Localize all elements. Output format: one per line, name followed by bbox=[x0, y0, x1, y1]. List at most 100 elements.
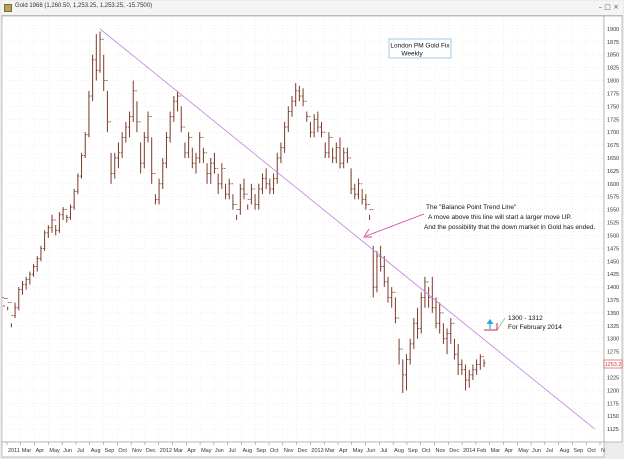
ohlc-bar bbox=[231, 183, 235, 210]
y-tick-label: 1125 bbox=[607, 427, 619, 433]
ohlc-bar bbox=[419, 292, 423, 334]
ohlc-bar bbox=[264, 168, 268, 189]
ohlc-bar bbox=[404, 354, 408, 391]
ohlc-bar bbox=[423, 276, 427, 308]
y-tick-label: 1700 bbox=[607, 130, 619, 136]
ohlc-bar bbox=[68, 204, 72, 220]
ohlc-bar bbox=[342, 147, 346, 169]
ohlc-bar bbox=[356, 178, 360, 200]
ohlc-bar bbox=[382, 256, 386, 288]
ohlc-bar bbox=[43, 230, 47, 251]
ohlc-bar bbox=[349, 157, 353, 195]
x-tick-label: Dec bbox=[298, 448, 308, 454]
ohlc-bar bbox=[427, 281, 431, 308]
ohlc-bar bbox=[2, 297, 6, 307]
ohlc-bar bbox=[478, 354, 482, 370]
ohlc-bar bbox=[449, 318, 453, 344]
ohlc-bar bbox=[475, 359, 479, 375]
ohlc-bar bbox=[467, 369, 471, 388]
pointer-arrow-head bbox=[363, 228, 372, 238]
x-tick-label: 2013 bbox=[311, 448, 323, 454]
ohlc-bar bbox=[39, 245, 43, 262]
y-tick-label: 1900 bbox=[607, 27, 619, 33]
ohlc-bar bbox=[139, 121, 143, 174]
ohlc-bar bbox=[294, 83, 298, 107]
x-tick-label: Oct bbox=[270, 448, 279, 454]
x-tick-label: Sep bbox=[105, 448, 115, 454]
y-tick-label: 1325 bbox=[607, 324, 619, 330]
ohlc-bar bbox=[190, 136, 194, 169]
x-tick-label: Mar bbox=[325, 448, 335, 454]
x-tick-label: Feb bbox=[477, 448, 486, 454]
ohlc-bar bbox=[54, 219, 58, 236]
time-axis bbox=[1, 441, 605, 458]
y-tick-label: 1175 bbox=[607, 401, 619, 407]
ohlc-bar bbox=[131, 80, 135, 122]
ohlc-bar bbox=[286, 106, 290, 133]
ohlc-bar bbox=[279, 142, 283, 164]
ohlc-bar bbox=[216, 167, 220, 195]
ohlc-bar bbox=[386, 276, 390, 303]
x-tick-label: Nov bbox=[436, 448, 446, 454]
ohlc-bar bbox=[80, 152, 84, 179]
balance-annotation-line2: And the possibility that the down market… bbox=[424, 224, 595, 231]
x-tick-label: Jun bbox=[63, 448, 72, 454]
ohlc-bar bbox=[327, 132, 331, 158]
ohlc-bar bbox=[460, 359, 464, 375]
x-tick-label: Oct bbox=[118, 448, 127, 454]
x-tick-label: Mar bbox=[173, 448, 183, 454]
ohlc-bar bbox=[482, 356, 486, 368]
last-price-badge bbox=[603, 359, 623, 369]
y-tick-label: 1600 bbox=[607, 182, 619, 188]
ohlc-bar bbox=[320, 121, 324, 138]
ohlc-bar bbox=[316, 111, 320, 133]
ohlc-bar bbox=[65, 209, 69, 223]
ohlc-bars bbox=[2, 31, 486, 393]
x-tick-label: May bbox=[49, 448, 60, 454]
ohlc-bar bbox=[135, 90, 139, 133]
ohlc-bar bbox=[20, 280, 24, 295]
ohlc-bar bbox=[46, 225, 50, 239]
ohlc-bar bbox=[9, 302, 13, 328]
ohlc-bar bbox=[257, 183, 261, 210]
x-tick-label: Apr bbox=[187, 448, 196, 454]
ohlc-bar bbox=[253, 188, 257, 210]
ohlc-bar bbox=[445, 328, 449, 355]
ohlc-bar bbox=[334, 142, 338, 164]
x-tick-label: May bbox=[518, 448, 529, 454]
ohlc-bar bbox=[235, 204, 239, 220]
x-tick-label: Aug bbox=[394, 448, 404, 454]
y-tick-label: 1150 bbox=[607, 414, 619, 420]
x-tick-label: Apr bbox=[339, 448, 348, 454]
x-tick-label: Nov bbox=[132, 448, 142, 454]
ohlc-bar bbox=[412, 318, 416, 350]
ohlc-bar bbox=[260, 173, 264, 195]
ohlc-bar bbox=[438, 302, 442, 334]
ohlc-bar bbox=[61, 207, 65, 220]
ohlc-bar bbox=[242, 178, 246, 200]
ohlc-bar bbox=[168, 111, 172, 143]
ohlc-bar bbox=[364, 194, 368, 210]
title-box bbox=[388, 38, 452, 59]
ohlc-bar bbox=[371, 209, 375, 298]
ohlc-bar bbox=[272, 173, 276, 195]
ohlc-bar bbox=[116, 142, 120, 169]
x-tick-label: Oct bbox=[587, 448, 596, 454]
y-tick-label: 1625 bbox=[607, 169, 619, 175]
ohlc-bar bbox=[360, 183, 364, 205]
window-controls[interactable]: – □ × bbox=[598, 3, 619, 11]
y-tick-labels: 1125115011751200122512501275130013251350… bbox=[607, 27, 619, 433]
y-tick-label: 1650 bbox=[607, 156, 619, 162]
y-tick-label: 1725 bbox=[607, 117, 619, 123]
pointer-arrow-line bbox=[365, 213, 425, 237]
y-tick-label: 1825 bbox=[607, 66, 619, 72]
y-tick-label: 1800 bbox=[607, 79, 619, 85]
x-tick-label: Mar bbox=[22, 448, 32, 454]
y-tick-label: 1275 bbox=[607, 350, 619, 356]
x-tick-label: Jul bbox=[546, 448, 553, 454]
ohlc-bar bbox=[161, 158, 165, 189]
ohlc-bar bbox=[72, 188, 76, 210]
ohlc-bar bbox=[268, 178, 272, 195]
x-tick-label: Jul bbox=[380, 448, 387, 454]
ohlc-bar bbox=[102, 38, 106, 91]
